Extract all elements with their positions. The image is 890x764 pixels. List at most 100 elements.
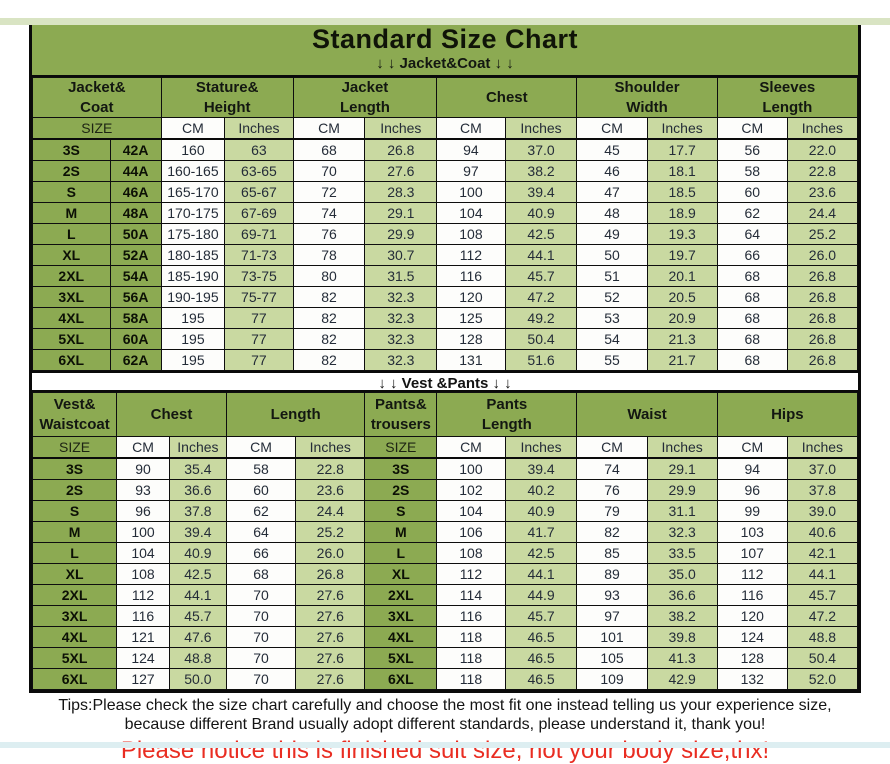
vest-value-cell: 62 bbox=[225, 500, 297, 523]
vest-unit-header-cell: CM bbox=[116, 436, 170, 459]
vest-size-cell: 2S bbox=[31, 479, 118, 502]
jacket-value-cell: 190-195 bbox=[160, 286, 226, 309]
jacket-value-cell: 19.3 bbox=[646, 223, 718, 246]
vest-value-cell: 79 bbox=[576, 500, 648, 523]
vest-value-cell: 93 bbox=[576, 584, 648, 607]
jacket-value-cell: 69-71 bbox=[224, 223, 294, 246]
vest-table-row: S 96 37.8 62 24.4 S 104 40.9 79 31.1 99 39.0 bbox=[31, 500, 859, 523]
jacket-value-cell: 104 bbox=[436, 202, 506, 225]
vest-value-cell: 27.6 bbox=[295, 668, 366, 691]
jacket-size-cell: 6XL bbox=[32, 349, 111, 372]
vest-size-cell: M bbox=[31, 521, 118, 544]
vest-value-cell: 58 bbox=[225, 457, 297, 481]
jacket-value-cell: 48 bbox=[576, 202, 648, 225]
top-strip bbox=[0, 18, 890, 25]
vest-value-cell: 118 bbox=[436, 626, 506, 649]
vest-size-cell: XL bbox=[364, 563, 438, 586]
vest-value-cell: 37.0 bbox=[786, 457, 859, 481]
vest-value-cell: 116 bbox=[716, 584, 788, 607]
vest-value-cell: 47.6 bbox=[168, 626, 227, 649]
jacket-value-cell: 30.7 bbox=[364, 244, 438, 267]
jacket-size-cell: 50A bbox=[109, 223, 162, 246]
vest-value-cell: 102 bbox=[436, 479, 506, 502]
vest-table-row: 6XL 127 50.0 70 27.6 6XL 118 46.5 109 42.9 132 52.0 bbox=[31, 668, 859, 691]
jacket-size-cell: S bbox=[32, 181, 111, 204]
jacket-size-cell: 3XL bbox=[32, 286, 111, 309]
jacket-value-cell: 25.2 bbox=[786, 223, 859, 246]
vest-unit-header-cell: SIZE bbox=[31, 436, 118, 459]
jacket-value-cell: 32.3 bbox=[364, 349, 438, 372]
vest-table-row: 3S 90 35.4 58 22.8 3S 100 39.4 74 29.1 94 37.0 bbox=[31, 457, 859, 481]
jacket-value-cell: 17.7 bbox=[646, 138, 718, 162]
jacket-unit-header-cell: CM bbox=[576, 117, 648, 140]
vest-value-cell: 42.5 bbox=[168, 563, 227, 586]
jacket-value-cell: 58 bbox=[716, 160, 788, 183]
jacket-value-cell: 29.9 bbox=[364, 223, 438, 246]
vest-value-cell: 124 bbox=[716, 626, 788, 649]
jacket-value-cell: 195 bbox=[160, 328, 226, 351]
tips-line-1: Tips:Please check the size chart careful… bbox=[58, 697, 832, 715]
vest-value-cell: 96 bbox=[716, 479, 788, 502]
vest-value-cell: 85 bbox=[576, 542, 648, 565]
vest-value-cell: 70 bbox=[225, 647, 297, 670]
vest-value-cell: 104 bbox=[116, 542, 170, 565]
vest-column-group-header: Hips bbox=[716, 392, 859, 438]
jacket-table-header: Jacket& Coat Stature& Height Jacket Length… bbox=[32, 77, 859, 140]
vest-value-cell: 41.7 bbox=[504, 521, 578, 544]
vest-size-cell: S bbox=[364, 500, 438, 523]
vest-size-cell: 3S bbox=[31, 457, 118, 481]
jacket-column-group-header: Jacket& Coat bbox=[32, 77, 162, 119]
title-block: Standard Size Chart ↓ ↓ Jacket&Coat ↓ ↓ bbox=[32, 21, 858, 78]
jacket-value-cell: 78 bbox=[292, 244, 366, 267]
jacket-value-cell: 51.6 bbox=[504, 349, 578, 372]
jacket-table-row: 3XL 56A 190-195 75-77 82 32.3 120 47.2 52 20.5 68 2… bbox=[32, 286, 859, 309]
vest-value-cell: 35.4 bbox=[168, 457, 227, 481]
vest-value-cell: 70 bbox=[225, 605, 297, 628]
jacket-value-cell: 63-65 bbox=[224, 160, 294, 183]
vest-value-cell: 44.1 bbox=[786, 563, 859, 586]
jacket-value-cell: 82 bbox=[292, 307, 366, 330]
jacket-value-cell: 22.0 bbox=[786, 138, 859, 162]
vest-value-cell: 40.2 bbox=[504, 479, 578, 502]
vest-value-cell: 35.0 bbox=[646, 563, 718, 586]
jacket-value-cell: 18.9 bbox=[646, 202, 718, 225]
jacket-table-body: 3S 42A 160 63 68 26.8 94 37.0 45 17.7 56 22.0 2S 44A 1… bbox=[32, 138, 859, 372]
jacket-table-row: 2S 44A 160-165 63-65 70 27.6 97 38.2 46 18.1 58 22.… bbox=[32, 160, 859, 183]
vest-value-cell: 36.6 bbox=[168, 479, 227, 502]
jacket-table-row: 2XL 54A 185-190 73-75 80 31.5 116 45.7 51 20.1 68 2… bbox=[32, 265, 859, 288]
jacket-value-cell: 60 bbox=[716, 181, 788, 204]
jacket-size-cell: 54A bbox=[109, 265, 162, 288]
jacket-value-cell: 67-69 bbox=[224, 202, 294, 225]
jacket-value-cell: 70 bbox=[292, 160, 366, 183]
vest-value-cell: 68 bbox=[225, 563, 297, 586]
vest-value-cell: 104 bbox=[436, 500, 506, 523]
jacket-value-cell: 27.6 bbox=[364, 160, 438, 183]
tips-text: Tips:Please check the size chart careful… bbox=[0, 697, 890, 735]
vest-value-cell: 97 bbox=[576, 605, 648, 628]
vest-table-row: 2S 93 36.6 60 23.6 2S 102 40.2 76 29.9 96 37.8 bbox=[31, 479, 859, 502]
jacket-size-cell: 2S bbox=[32, 160, 111, 183]
vest-value-cell: 39.4 bbox=[504, 457, 578, 481]
vest-unit-header-cell: Inches bbox=[786, 436, 859, 459]
jacket-value-cell: 19.7 bbox=[646, 244, 718, 267]
jacket-size-cell: 2XL bbox=[32, 265, 111, 288]
vest-value-cell: 22.8 bbox=[295, 457, 366, 481]
vest-value-cell: 127 bbox=[116, 668, 170, 691]
jacket-value-cell: 26.0 bbox=[786, 244, 859, 267]
vest-value-cell: 112 bbox=[716, 563, 788, 586]
vest-value-cell: 70 bbox=[225, 668, 297, 691]
jacket-value-cell: 72 bbox=[292, 181, 366, 204]
jacket-value-cell: 195 bbox=[160, 349, 226, 372]
vest-value-cell: 27.6 bbox=[295, 626, 366, 649]
jacket-value-cell: 128 bbox=[436, 328, 506, 351]
vest-value-cell: 40.9 bbox=[504, 500, 578, 523]
vest-value-cell: 48.8 bbox=[786, 626, 859, 649]
vest-value-cell: 100 bbox=[436, 457, 506, 481]
vest-size-cell: 3S bbox=[364, 457, 438, 481]
vest-value-cell: 44.1 bbox=[504, 563, 578, 586]
vest-value-cell: 40.9 bbox=[168, 542, 227, 565]
jacket-value-cell: 21.7 bbox=[646, 349, 718, 372]
vest-size-cell: 5XL bbox=[31, 647, 118, 670]
jacket-value-cell: 46 bbox=[576, 160, 648, 183]
vest-size-cell: 2XL bbox=[364, 584, 438, 607]
